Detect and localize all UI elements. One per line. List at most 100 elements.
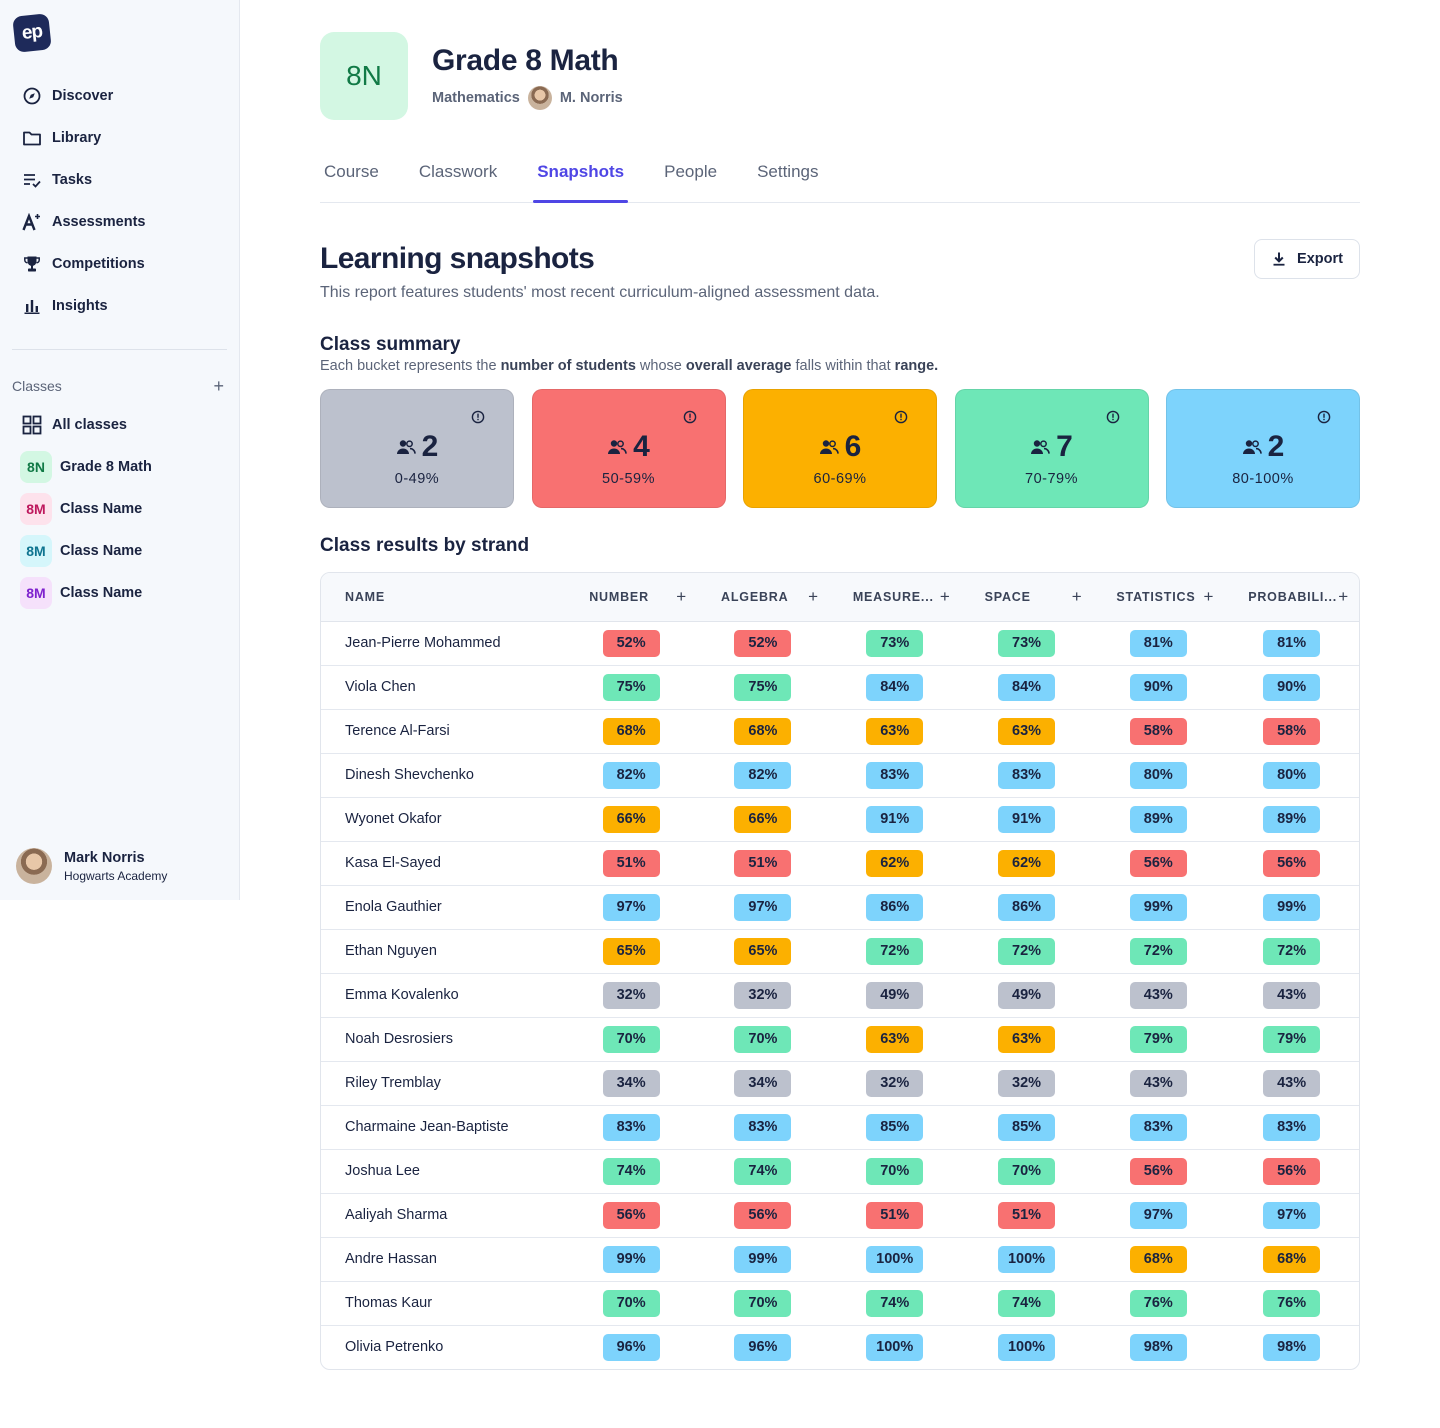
student-name[interactable]: Kasa El-Sayed: [321, 840, 566, 885]
score-pill[interactable]: 79%: [1263, 1025, 1321, 1053]
table-row[interactable]: Charmaine Jean-Baptiste 83% 83% 85% 85% 83% 83…: [321, 1104, 1359, 1149]
score-pill[interactable]: 56%: [1263, 849, 1321, 877]
nav-insights[interactable]: Insights: [0, 285, 240, 327]
score-pill[interactable]: 75%: [734, 673, 792, 701]
score-pill[interactable]: 68%: [602, 717, 660, 745]
table-row[interactable]: Riley Tremblay 34% 34% 32% 32% 43% 43%: [321, 1060, 1359, 1105]
score-pill[interactable]: 90%: [1263, 673, 1321, 701]
score-pill[interactable]: 91%: [998, 805, 1056, 833]
student-name[interactable]: Thomas Kaur: [321, 1280, 566, 1325]
tab-settings[interactable]: Settings: [757, 162, 819, 181]
score-pill[interactable]: 34%: [602, 1069, 660, 1097]
add-column-icon[interactable]: +: [808, 586, 819, 606]
score-pill[interactable]: 81%: [1263, 629, 1321, 657]
course-teacher[interactable]: M. Norris: [559, 90, 623, 106]
student-name[interactable]: Riley Tremblay: [321, 1060, 566, 1105]
score-pill[interactable]: 70%: [866, 1157, 924, 1185]
nav-tasks[interactable]: Tasks: [0, 159, 240, 201]
class-item-1[interactable]: 8M Class Name: [0, 488, 240, 530]
score-pill[interactable]: 97%: [602, 893, 660, 921]
table-row[interactable]: Dinesh Shevchenko 82% 82% 83% 83% 80% 80%: [321, 752, 1359, 797]
score-pill[interactable]: 83%: [1129, 1113, 1187, 1141]
score-pill[interactable]: 86%: [866, 893, 924, 921]
score-pill[interactable]: 68%: [1129, 1245, 1187, 1273]
score-pill[interactable]: 86%: [998, 893, 1056, 921]
summary-bucket[interactable]: 2 0-49%: [320, 389, 514, 508]
score-pill[interactable]: 100%: [866, 1245, 924, 1273]
score-pill[interactable]: 84%: [866, 673, 924, 701]
score-pill[interactable]: 85%: [998, 1113, 1056, 1141]
score-pill[interactable]: 56%: [734, 1201, 792, 1229]
table-row[interactable]: Joshua Lee 74% 74% 70% 70% 56% 56%: [321, 1148, 1359, 1193]
table-row[interactable]: Ethan Nguyen 65% 65% 72% 72% 72% 72%: [321, 928, 1359, 973]
score-pill[interactable]: 89%: [1263, 805, 1321, 833]
score-pill[interactable]: 49%: [866, 981, 924, 1009]
score-pill[interactable]: 96%: [734, 1333, 792, 1361]
info-icon[interactable]: [683, 410, 697, 424]
score-pill[interactable]: 63%: [866, 717, 924, 745]
add-column-icon[interactable]: +: [1203, 586, 1215, 606]
score-pill[interactable]: 81%: [1129, 629, 1187, 657]
column-header-strand[interactable]: PROBABILI... +: [1224, 573, 1359, 622]
add-column-icon[interactable]: +: [676, 586, 688, 606]
table-row[interactable]: Wyonet Okafor 66% 66% 91% 91% 89% 89%: [321, 796, 1359, 841]
score-pill[interactable]: 76%: [1129, 1289, 1187, 1317]
score-pill[interactable]: 56%: [1129, 1157, 1187, 1185]
nav-discover[interactable]: Discover: [0, 75, 240, 117]
score-pill[interactable]: 70%: [602, 1025, 660, 1053]
summary-bucket[interactable]: 6 60-69%: [743, 389, 937, 508]
student-name[interactable]: Dinesh Shevchenko: [321, 752, 566, 797]
tab-snapshots[interactable]: Snapshots: [533, 150, 629, 203]
student-name[interactable]: Aaliyah Sharma: [321, 1192, 566, 1237]
score-pill[interactable]: 96%: [602, 1333, 660, 1361]
score-pill[interactable]: 100%: [866, 1333, 924, 1361]
user-profile[interactable]: Mark Norris Hogwarts Academy: [16, 848, 167, 884]
score-pill[interactable]: 83%: [866, 761, 924, 789]
student-name[interactable]: Noah Desrosiers: [321, 1016, 566, 1061]
score-pill[interactable]: 32%: [998, 1069, 1056, 1097]
score-pill[interactable]: 99%: [1263, 893, 1321, 921]
score-pill[interactable]: 51%: [866, 1201, 924, 1229]
score-pill[interactable]: 79%: [1129, 1025, 1187, 1053]
score-pill[interactable]: 43%: [1129, 1069, 1187, 1097]
score-pill[interactable]: 99%: [1129, 893, 1187, 921]
score-pill[interactable]: 66%: [602, 805, 660, 833]
info-icon[interactable]: [1317, 410, 1331, 424]
score-pill[interactable]: 43%: [1263, 981, 1321, 1009]
score-pill[interactable]: 65%: [734, 937, 792, 965]
score-pill[interactable]: 76%: [1263, 1289, 1321, 1317]
class-item-0[interactable]: 8N Grade 8 Math: [0, 446, 240, 488]
score-pill[interactable]: 70%: [734, 1289, 792, 1317]
score-pill[interactable]: 70%: [602, 1289, 660, 1317]
add-column-icon[interactable]: +: [939, 586, 951, 606]
info-icon[interactable]: [471, 410, 485, 424]
score-pill[interactable]: 75%: [602, 673, 660, 701]
student-name[interactable]: Andre Hassan: [321, 1236, 566, 1281]
all-classes-item[interactable]: All classes: [0, 404, 240, 446]
score-pill[interactable]: 68%: [734, 717, 792, 745]
score-pill[interactable]: 100%: [998, 1245, 1056, 1273]
score-pill[interactable]: 99%: [734, 1245, 792, 1273]
score-pill[interactable]: 74%: [998, 1289, 1056, 1317]
score-pill[interactable]: 56%: [1129, 849, 1187, 877]
score-pill[interactable]: 70%: [734, 1025, 792, 1053]
add-class-icon[interactable]: +: [213, 376, 224, 396]
score-pill[interactable]: 99%: [602, 1245, 660, 1273]
nav-competitions[interactable]: Competitions: [0, 243, 240, 285]
tab-course[interactable]: Course: [324, 162, 379, 181]
column-header-strand[interactable]: STATISTICS +: [1092, 573, 1225, 622]
column-header-strand[interactable]: NUMBER +: [565, 573, 698, 622]
column-header-name[interactable]: NAME: [321, 573, 566, 622]
score-pill[interactable]: 89%: [1129, 805, 1187, 833]
score-pill[interactable]: 98%: [1263, 1333, 1321, 1361]
score-pill[interactable]: 97%: [1263, 1201, 1321, 1229]
summary-bucket[interactable]: 2 80-100%: [1166, 389, 1360, 508]
score-pill[interactable]: 63%: [998, 717, 1056, 745]
score-pill[interactable]: 70%: [998, 1157, 1056, 1185]
score-pill[interactable]: 82%: [734, 761, 792, 789]
score-pill[interactable]: 62%: [998, 849, 1056, 877]
score-pill[interactable]: 43%: [1263, 1069, 1321, 1097]
nav-assessments[interactable]: Assessments: [0, 201, 240, 243]
score-pill[interactable]: 32%: [602, 981, 660, 1009]
student-name[interactable]: Jean-Pierre Mohammed: [345, 635, 501, 651]
